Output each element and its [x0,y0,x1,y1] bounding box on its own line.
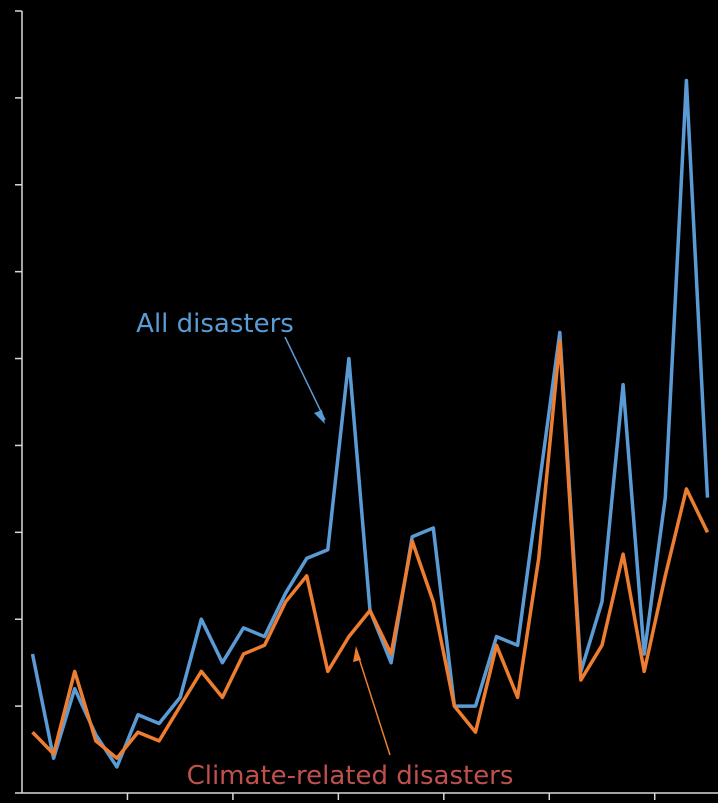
arrow-head [353,646,361,662]
series-line [31,339,710,760]
arrow [356,651,391,756]
series-label: Climate-related disasters [187,761,514,791]
arrow-head [314,410,325,424]
arrow [284,336,326,421]
series-line [30,78,710,769]
series-label: All disasters [136,309,294,339]
